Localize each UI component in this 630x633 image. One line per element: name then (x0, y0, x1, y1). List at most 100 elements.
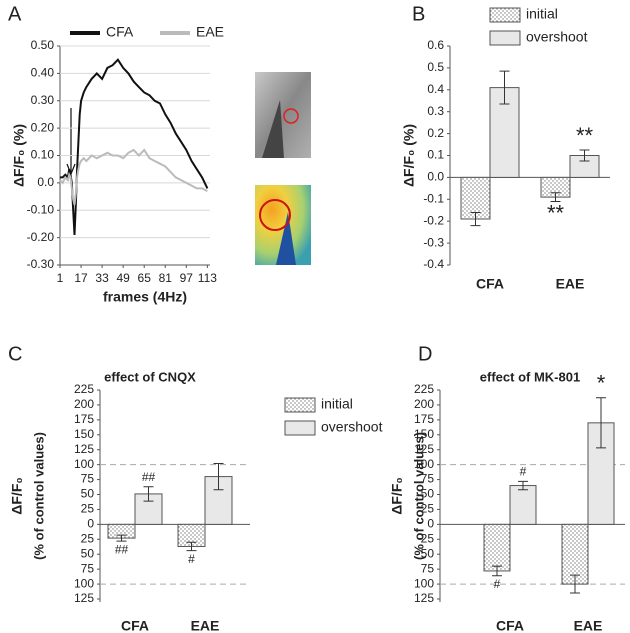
x-tick-label: 81 (159, 271, 173, 285)
y-tick-label: -0.20 (27, 230, 55, 244)
y-tick-label: 0.3 (427, 104, 444, 118)
y-tick-label: 50 (81, 546, 95, 560)
y-tick-label: 125 (414, 442, 434, 456)
y-tick-label: -0.1 (423, 191, 444, 205)
y-tick-label: 50 (421, 546, 435, 560)
y-tick-label: 225 (74, 382, 94, 396)
stimulus-arrow (66, 108, 76, 176)
y-tick-label: 150 (414, 427, 434, 441)
legend-swatch (284, 420, 316, 436)
y-tick-label: 0.20 (31, 120, 55, 134)
y-tick-label: 100 (74, 457, 94, 471)
x-tick-label: CFA (496, 618, 524, 633)
y-tick-label: 225 (414, 382, 434, 396)
electrode-heat (276, 212, 296, 265)
legend-swatch (489, 30, 521, 46)
legend-swatch (284, 397, 316, 413)
legend-label: initial (526, 6, 558, 22)
panel-letter: B (412, 3, 425, 25)
x-tick-label: 65 (138, 271, 152, 285)
error-bar (550, 192, 561, 202)
y-tick-label: 75 (81, 561, 95, 575)
legend-label: CFA (106, 24, 134, 40)
bar (561, 523, 589, 585)
y-tick-label: 25 (81, 502, 95, 516)
y-tick-label: 75 (421, 561, 435, 575)
y-tick-label: -0.3 (423, 235, 444, 249)
y-axis-label: ΔF/F₀ (9, 477, 25, 514)
significance-mark: ** (547, 200, 565, 225)
y-tick-label: 0.40 (31, 66, 55, 80)
y-tick-label: 0.6 (427, 38, 444, 52)
legend-label: overshoot (526, 29, 588, 45)
y-tick-label: 25 (81, 531, 95, 545)
significance-mark: ## (115, 542, 129, 556)
y-tick-label: 75 (81, 472, 95, 486)
significance-mark: * (597, 371, 606, 396)
y-tick-label: 150 (74, 427, 94, 441)
x-tick-label: 17 (74, 271, 88, 285)
error-bar (518, 480, 528, 491)
y-tick-label: 100 (74, 576, 94, 590)
panel-title: effect of MK-801 (480, 369, 580, 384)
bar (483, 523, 511, 572)
y-axis-label: (% of control values) (411, 432, 426, 560)
x-tick-label: CFA (476, 276, 504, 292)
y-tick-label: 0.50 (31, 38, 55, 52)
panel-letter: C (8, 343, 22, 365)
y-tick-label: 0.30 (31, 93, 55, 107)
error-bar (470, 211, 481, 227)
error-bar (186, 541, 197, 552)
y-tick-label: 0.1 (427, 148, 444, 162)
significance-mark: # (520, 465, 527, 479)
x-axis-label: frames (4Hz) (103, 289, 187, 305)
bar (509, 485, 537, 525)
x-tick-label: 49 (116, 271, 130, 285)
y-tick-label: 0 (427, 517, 434, 531)
y-tick-label: 0.4 (427, 82, 444, 96)
y-tick-label: -0.2 (423, 213, 444, 227)
roi-circle (283, 108, 299, 124)
legend-label: overshoot (321, 419, 383, 435)
y-tick-label: 25 (421, 502, 435, 516)
error-bar (492, 565, 502, 577)
x-tick-label: EAE (574, 618, 603, 633)
y-tick-label: -0.30 (27, 257, 55, 271)
y-tick-label: 125 (414, 591, 434, 605)
panel-letter: A (8, 3, 22, 25)
error-bar (116, 534, 127, 542)
y-tick-label: 125 (74, 442, 94, 456)
line-series (60, 58, 209, 235)
y-axis-label: ΔF/F₀ (%) (11, 124, 27, 187)
significance-mark: # (494, 577, 501, 591)
x-tick-label: EAE (191, 618, 220, 633)
panel-letter: D (418, 343, 432, 365)
y-axis-label: ΔF/F₀ (%) (401, 124, 417, 187)
y-tick-label: 175 (74, 412, 94, 426)
y-tick-label: 175 (414, 412, 434, 426)
legend-label: EAE (196, 24, 224, 40)
legend-label: initial (321, 396, 353, 412)
y-tick-label: 0.10 (31, 148, 55, 162)
microscope-images (255, 72, 311, 265)
y-tick-label: -0.4 (423, 257, 444, 271)
error-bar (213, 462, 224, 491)
error-bar (570, 574, 580, 594)
x-tick-label: 1 (57, 271, 64, 285)
y-tick-label: 200 (74, 397, 94, 411)
y-tick-label: -0.10 (27, 202, 55, 216)
y-axis-label: (% of control values) (31, 432, 46, 560)
y-tick-label: 0 (87, 517, 94, 531)
line-series (59, 148, 208, 206)
error-bar (143, 486, 154, 502)
y-tick-label: 200 (414, 397, 434, 411)
x-tick-label: 113 (198, 271, 217, 285)
y-tick-label: 75 (421, 472, 435, 486)
y-axis-label: ΔF/F₀ (389, 477, 405, 514)
y-tick-label: 25 (421, 531, 435, 545)
y-tick-label: 100 (414, 576, 434, 590)
roi-circle (259, 199, 291, 231)
y-tick-label: 0.2 (427, 126, 444, 140)
y-tick-label: 50 (421, 487, 435, 501)
